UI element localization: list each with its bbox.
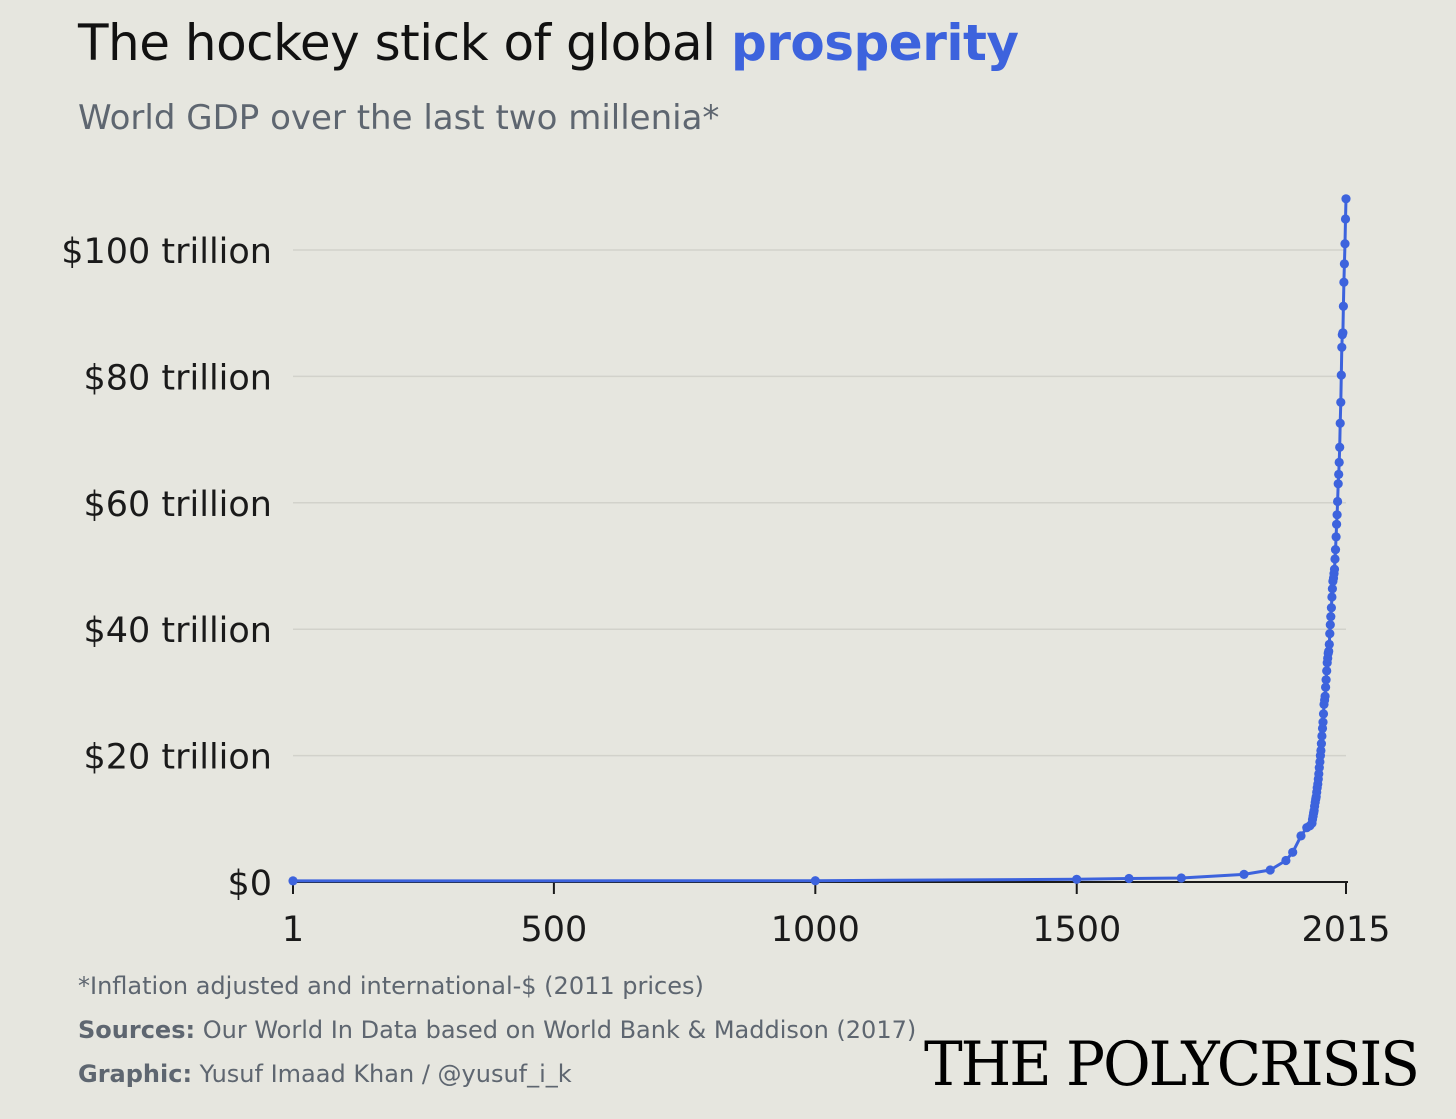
gdp-data-point (1281, 855, 1291, 866)
x-tick-label: 1 (282, 910, 304, 950)
gdp-data-point (1341, 194, 1351, 204)
x-tick-label: 2015 (1301, 910, 1390, 950)
y-tick-label: $60 trillion (83, 485, 272, 525)
x-tick-label: 1000 (771, 910, 860, 950)
gdp-data-point (1338, 328, 1348, 338)
gdp-data-point (288, 876, 298, 886)
gdp-data-point (1325, 629, 1335, 639)
gdp-data-point (1322, 666, 1332, 676)
gdp-data-point (1321, 675, 1331, 685)
chart-title: The hockey stick of global prosperity (78, 14, 1019, 72)
gdp-data-point (1329, 564, 1340, 574)
gdp-data-point (1288, 847, 1298, 857)
graphic-text: Yusuf Imaad Khan / @yusuf_i_k (192, 1060, 572, 1088)
y-tick-label: $80 trillion (83, 358, 272, 398)
gdp-data-point (1321, 682, 1331, 692)
gdp-data-point (1332, 510, 1342, 520)
y-tick-label: $20 trillion (83, 738, 272, 778)
gdp-data-point (1339, 277, 1349, 287)
x-tick-label: 500 (520, 910, 587, 950)
gdp-data-point (810, 876, 820, 886)
gridlines (293, 249, 1346, 757)
gdp-data-point (1265, 865, 1275, 875)
y-tick-label: $100 trillion (61, 232, 272, 272)
gdp-data-point (1331, 532, 1341, 542)
gdp-data-point (1124, 873, 1134, 884)
series-gdp (288, 194, 1351, 886)
gdp-line (292, 198, 1348, 883)
chart-title-accent: prosperity (730, 14, 1019, 72)
gdp-data-point (1337, 342, 1347, 352)
gdp-data-point (1318, 709, 1329, 719)
gdp-data-point (1327, 592, 1337, 602)
gdp-data-point (1333, 479, 1343, 489)
gdp-data-point (1316, 745, 1326, 756)
gdp-data-point (1316, 739, 1326, 749)
y-tick-label: $0 (227, 864, 272, 904)
gdp-data-point (1340, 239, 1350, 249)
gdp-data-point (1326, 603, 1336, 613)
gdp-data-point (1327, 584, 1337, 594)
x-axis (292, 881, 1348, 894)
sources-label: Sources: (78, 1016, 196, 1044)
gdp-data-point (1318, 717, 1328, 727)
chart-subtitle: World GDP over the last two millenia* (78, 98, 720, 138)
chart-title-main: The hockey stick of global (78, 14, 731, 72)
gdp-data-point (1339, 259, 1349, 269)
gdp-data-point (1330, 554, 1340, 564)
gdp-data-point (1324, 639, 1334, 650)
gdp-data-point (1334, 457, 1344, 467)
sources-credit: Sources: Our World In Data based on Worl… (78, 1016, 916, 1044)
sources-text: Our World In Data based on World Bank & … (195, 1016, 917, 1044)
gdp-data-point (1317, 731, 1327, 741)
polycrisis-logo: THE POLYCRISIS (924, 1028, 1420, 1100)
gdp-data-point (1338, 301, 1348, 311)
gdp-data-point (1326, 612, 1336, 622)
gdp-data-point (1239, 869, 1249, 880)
gdp-data-point (1176, 873, 1186, 883)
gdp-data-point (1336, 397, 1346, 407)
gdp-data-point (1320, 691, 1330, 701)
gdp-data-point (1072, 874, 1082, 884)
footnote: *Inflation adjusted and international-$ … (78, 972, 704, 1000)
y-tick-label: $40 trillion (83, 611, 272, 651)
gdp-data-point (1336, 370, 1346, 380)
gdp-data-point (1330, 545, 1341, 555)
gdp-data-point (1334, 469, 1344, 479)
graphic-label: Graphic: (78, 1060, 193, 1088)
gdp-data-point (1340, 214, 1351, 224)
gdp-data-point (1335, 418, 1345, 428)
gdp-data-point (1296, 831, 1306, 841)
x-axis-tick-labels: 1 500 1000 1500 2015 (282, 910, 1391, 950)
y-axis-tick-labels: $0 $20 trillion $40 trillion $60 trillion $8… (61, 232, 272, 904)
graphic-credit: Graphic: Yusuf Imaad Khan / @yusuf_i_k (78, 1060, 572, 1088)
x-tick-label: 1500 (1032, 910, 1121, 950)
gdp-data-point (1335, 442, 1345, 452)
gdp-data-point (1324, 646, 1334, 656)
gdp-data-point (1333, 496, 1343, 507)
gdp-data-point (1325, 620, 1335, 630)
gdp-data-point (1332, 519, 1342, 529)
